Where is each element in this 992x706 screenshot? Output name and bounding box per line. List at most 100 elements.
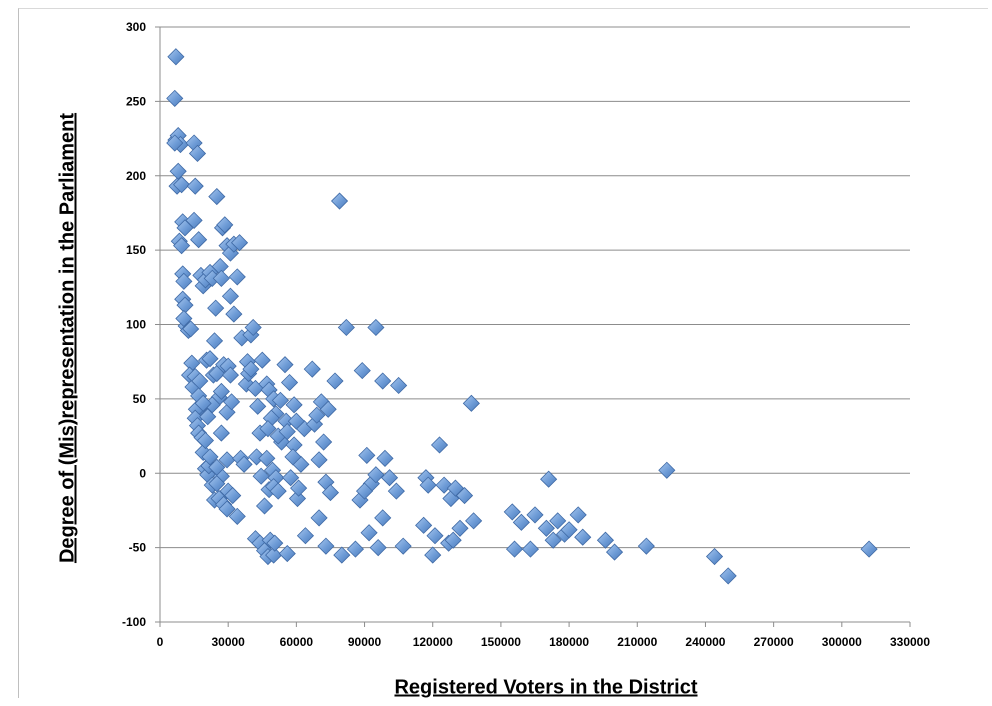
data-point — [315, 433, 333, 451]
data-point — [444, 531, 462, 549]
data-point — [196, 431, 215, 450]
data-point — [296, 527, 315, 545]
data-point — [242, 360, 260, 378]
data-point — [182, 320, 200, 338]
axes — [155, 26, 911, 627]
data-point — [360, 524, 378, 542]
data-point — [218, 451, 236, 469]
data-point — [249, 397, 267, 415]
data-point — [367, 466, 385, 484]
data-point — [537, 519, 555, 537]
x-tick-label: 90000 — [348, 635, 382, 649]
data-point — [321, 484, 340, 502]
data-point — [287, 412, 305, 430]
x-tick-label: 30000 — [211, 635, 245, 649]
data-point — [719, 567, 737, 585]
data-point — [462, 394, 480, 412]
y-tick-label: 50 — [133, 392, 147, 406]
data-point — [355, 482, 374, 500]
data-point — [374, 509, 392, 527]
data-point — [282, 469, 300, 487]
data-point — [521, 540, 540, 558]
data-point — [387, 482, 405, 500]
data-point — [253, 351, 271, 369]
data-point — [230, 234, 249, 252]
data-point — [186, 177, 204, 195]
data-point — [207, 299, 225, 317]
data-point — [269, 482, 287, 500]
data-point — [212, 424, 230, 442]
data-point — [526, 506, 544, 524]
data-point — [278, 423, 296, 441]
data-point — [330, 192, 349, 210]
data-point — [185, 211, 203, 229]
x-tick-label: 60000 — [280, 635, 314, 649]
data-point — [455, 486, 474, 505]
data-point — [285, 396, 303, 414]
data-point — [258, 449, 276, 467]
data-point — [465, 512, 483, 530]
data-point — [284, 448, 302, 466]
data-point — [705, 547, 724, 566]
data-point — [271, 391, 290, 409]
y-tick-label: 300 — [126, 20, 146, 34]
y-tick-label: 100 — [126, 318, 146, 332]
data-point — [333, 546, 351, 564]
data-point — [201, 448, 219, 466]
y-tick-label: 250 — [126, 94, 146, 108]
x-axis-title: Registered Voters in the District — [394, 676, 698, 699]
data-point — [560, 521, 578, 539]
data-point — [426, 527, 444, 545]
data-point — [225, 305, 243, 323]
data-point — [658, 461, 676, 479]
y-tick-label: 0 — [139, 466, 146, 480]
data-point — [308, 406, 326, 424]
data-point — [201, 350, 219, 368]
y-tick-label: -100 — [122, 615, 146, 629]
data-point — [424, 546, 442, 564]
x-tick-label: 0 — [157, 635, 164, 649]
data-point — [278, 545, 296, 563]
data-point — [212, 382, 230, 401]
x-tick-labels: 0 30000 60000 90000 120000 150000 180000 210000… — [157, 635, 931, 649]
data-point — [326, 372, 344, 390]
x-tick-label: 330000 — [890, 635, 930, 649]
chart-frame — [18, 8, 988, 698]
data-point — [167, 48, 185, 66]
data-point — [252, 467, 270, 485]
data-point — [191, 372, 209, 390]
data-point — [173, 237, 191, 255]
data-point — [310, 509, 328, 527]
data-point — [221, 287, 240, 305]
y-tick-labels: -100 -50 0 50 100 150 200 250 300 — [122, 20, 146, 629]
x-tick-label: 150000 — [481, 635, 521, 649]
data-point — [337, 318, 355, 337]
data-point — [394, 537, 412, 555]
data-point — [512, 513, 530, 531]
data-point — [544, 531, 562, 549]
data-point — [505, 540, 524, 558]
x-tick-label: 210000 — [617, 635, 657, 649]
data-point — [376, 449, 394, 467]
data-point — [224, 486, 242, 505]
data-point — [430, 436, 449, 454]
data-point — [235, 455, 253, 473]
data-points — [166, 48, 878, 585]
x-tick-label: 240000 — [685, 635, 725, 649]
data-point — [569, 506, 587, 524]
y-tick-label: -50 — [129, 541, 147, 555]
data-point — [205, 332, 224, 350]
data-point — [265, 546, 283, 564]
data-point — [353, 362, 371, 380]
data-point — [216, 216, 234, 234]
data-point — [380, 469, 399, 487]
data-point — [346, 540, 365, 558]
y-axis-title: Degree of (Mis)representation in the Par… — [56, 112, 79, 564]
data-point — [303, 360, 321, 378]
data-point — [208, 188, 226, 206]
data-point — [173, 176, 191, 194]
data-point — [166, 134, 184, 152]
data-point — [266, 534, 284, 552]
data-point — [212, 269, 230, 287]
